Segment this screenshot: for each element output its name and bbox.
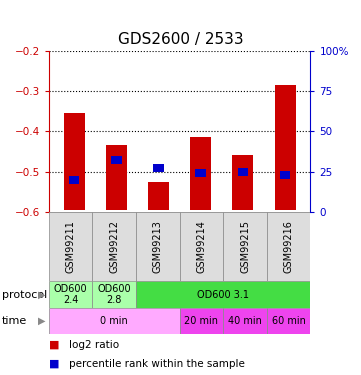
Text: GSM99216: GSM99216 bbox=[284, 220, 293, 273]
Bar bbox=[179, 212, 223, 281]
Bar bbox=[69, 176, 79, 184]
Text: 0 min: 0 min bbox=[100, 316, 128, 326]
Text: ■: ■ bbox=[49, 359, 59, 369]
Text: GSM99214: GSM99214 bbox=[196, 220, 206, 273]
Bar bbox=[111, 156, 122, 164]
Bar bbox=[136, 281, 310, 308]
Text: OD600
2.8: OD600 2.8 bbox=[97, 284, 131, 305]
Text: log2 ratio: log2 ratio bbox=[69, 340, 119, 350]
Bar bbox=[136, 212, 179, 281]
Text: ▶: ▶ bbox=[38, 290, 45, 300]
Bar bbox=[195, 169, 206, 177]
Text: OD600 3.1: OD600 3.1 bbox=[197, 290, 249, 300]
Bar bbox=[49, 281, 92, 308]
Text: 40 min: 40 min bbox=[228, 316, 262, 326]
Text: OD600
2.4: OD600 2.4 bbox=[54, 284, 87, 305]
Bar bbox=[106, 146, 127, 210]
Text: 20 min: 20 min bbox=[184, 316, 218, 326]
Text: percentile rank within the sample: percentile rank within the sample bbox=[69, 359, 244, 369]
Text: GSM99215: GSM99215 bbox=[240, 220, 250, 273]
Bar bbox=[280, 171, 290, 179]
Bar bbox=[49, 212, 92, 281]
Bar bbox=[179, 308, 223, 334]
Bar bbox=[92, 212, 136, 281]
Bar bbox=[92, 281, 136, 308]
Bar bbox=[153, 164, 164, 172]
Text: protocol: protocol bbox=[2, 290, 47, 300]
Text: ■: ■ bbox=[49, 340, 59, 350]
Bar bbox=[267, 212, 310, 281]
Bar bbox=[64, 113, 84, 210]
Bar bbox=[232, 156, 253, 210]
Bar bbox=[223, 308, 267, 334]
Text: GSM99211: GSM99211 bbox=[66, 220, 75, 273]
Text: ▶: ▶ bbox=[38, 316, 45, 326]
Text: GSM99213: GSM99213 bbox=[153, 220, 163, 273]
Bar bbox=[148, 182, 169, 210]
Bar bbox=[275, 85, 296, 210]
Bar bbox=[190, 137, 211, 210]
Bar bbox=[223, 212, 267, 281]
Text: 60 min: 60 min bbox=[272, 316, 306, 326]
Text: time: time bbox=[2, 316, 27, 326]
Text: GDS2600 / 2533: GDS2600 / 2533 bbox=[118, 32, 243, 47]
Bar bbox=[238, 168, 248, 176]
Bar bbox=[267, 308, 310, 334]
Text: GSM99212: GSM99212 bbox=[109, 220, 119, 273]
Bar bbox=[49, 308, 179, 334]
